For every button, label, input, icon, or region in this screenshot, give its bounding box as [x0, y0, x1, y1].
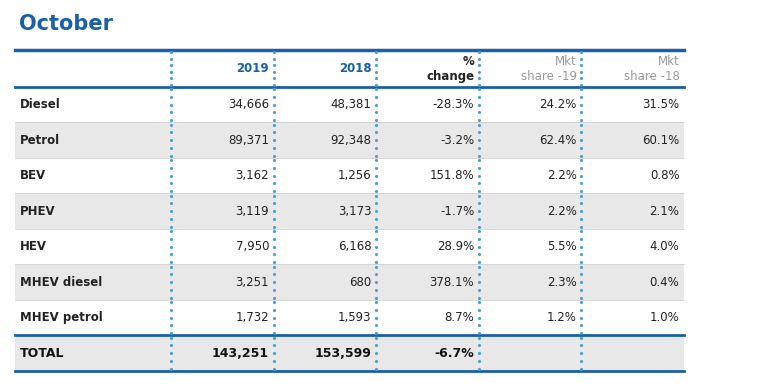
Text: HEV: HEV — [20, 240, 47, 253]
Text: 60.1%: 60.1% — [642, 134, 679, 147]
Text: 1,732: 1,732 — [236, 311, 269, 324]
Text: 28.9%: 28.9% — [437, 240, 474, 253]
Text: 0.4%: 0.4% — [650, 276, 679, 289]
Text: Diesel: Diesel — [20, 98, 61, 111]
Text: 680: 680 — [350, 276, 372, 289]
Text: 143,251: 143,251 — [212, 347, 269, 360]
Text: 2.2%: 2.2% — [547, 205, 577, 218]
Text: -28.3%: -28.3% — [432, 98, 474, 111]
Text: 1,256: 1,256 — [338, 169, 372, 182]
Text: 4.0%: 4.0% — [650, 240, 679, 253]
Text: Mkt
share -18: Mkt share -18 — [623, 54, 679, 83]
Text: October: October — [19, 14, 113, 34]
Text: 153,599: 153,599 — [315, 347, 372, 360]
FancyBboxPatch shape — [15, 193, 684, 229]
Text: 2.1%: 2.1% — [650, 205, 679, 218]
Text: Mkt
share -19: Mkt share -19 — [521, 54, 577, 83]
Text: 8.7%: 8.7% — [445, 311, 474, 324]
Text: 2.2%: 2.2% — [547, 169, 577, 182]
Text: MHEV petrol: MHEV petrol — [20, 311, 103, 324]
Text: 7,950: 7,950 — [236, 240, 269, 253]
Text: 62.4%: 62.4% — [540, 134, 577, 147]
Text: 89,371: 89,371 — [228, 134, 269, 147]
Text: 3,119: 3,119 — [236, 205, 269, 218]
FancyBboxPatch shape — [15, 264, 684, 300]
FancyBboxPatch shape — [15, 87, 684, 122]
Text: 2.3%: 2.3% — [547, 276, 577, 289]
Text: TOTAL: TOTAL — [20, 347, 65, 360]
Text: MHEV diesel: MHEV diesel — [20, 276, 102, 289]
Text: %
change: % change — [426, 54, 474, 83]
FancyBboxPatch shape — [15, 50, 684, 87]
Text: PHEV: PHEV — [20, 205, 55, 218]
Text: 5.5%: 5.5% — [547, 240, 577, 253]
FancyBboxPatch shape — [15, 335, 684, 371]
Text: 0.8%: 0.8% — [650, 169, 679, 182]
FancyBboxPatch shape — [15, 300, 684, 335]
FancyBboxPatch shape — [15, 229, 684, 264]
Text: 24.2%: 24.2% — [540, 98, 577, 111]
Text: 1.0%: 1.0% — [650, 311, 679, 324]
FancyBboxPatch shape — [15, 122, 684, 158]
Text: -3.2%: -3.2% — [440, 134, 474, 147]
Text: 31.5%: 31.5% — [642, 98, 679, 111]
FancyBboxPatch shape — [15, 158, 684, 193]
Text: 6,168: 6,168 — [338, 240, 372, 253]
Text: 92,348: 92,348 — [331, 134, 372, 147]
Text: 3,173: 3,173 — [338, 205, 372, 218]
Text: 378.1%: 378.1% — [429, 276, 474, 289]
Text: 1.2%: 1.2% — [547, 311, 577, 324]
Text: 48,381: 48,381 — [331, 98, 372, 111]
Text: 3,251: 3,251 — [236, 276, 269, 289]
Text: 151.8%: 151.8% — [429, 169, 474, 182]
Text: 2019: 2019 — [236, 62, 269, 75]
Text: -1.7%: -1.7% — [440, 205, 474, 218]
Text: 34,666: 34,666 — [228, 98, 269, 111]
Text: 2018: 2018 — [339, 62, 372, 75]
Text: -6.7%: -6.7% — [435, 347, 474, 360]
Text: Petrol: Petrol — [20, 134, 60, 147]
Text: 3,162: 3,162 — [236, 169, 269, 182]
Text: 1,593: 1,593 — [338, 311, 372, 324]
Text: BEV: BEV — [20, 169, 46, 182]
